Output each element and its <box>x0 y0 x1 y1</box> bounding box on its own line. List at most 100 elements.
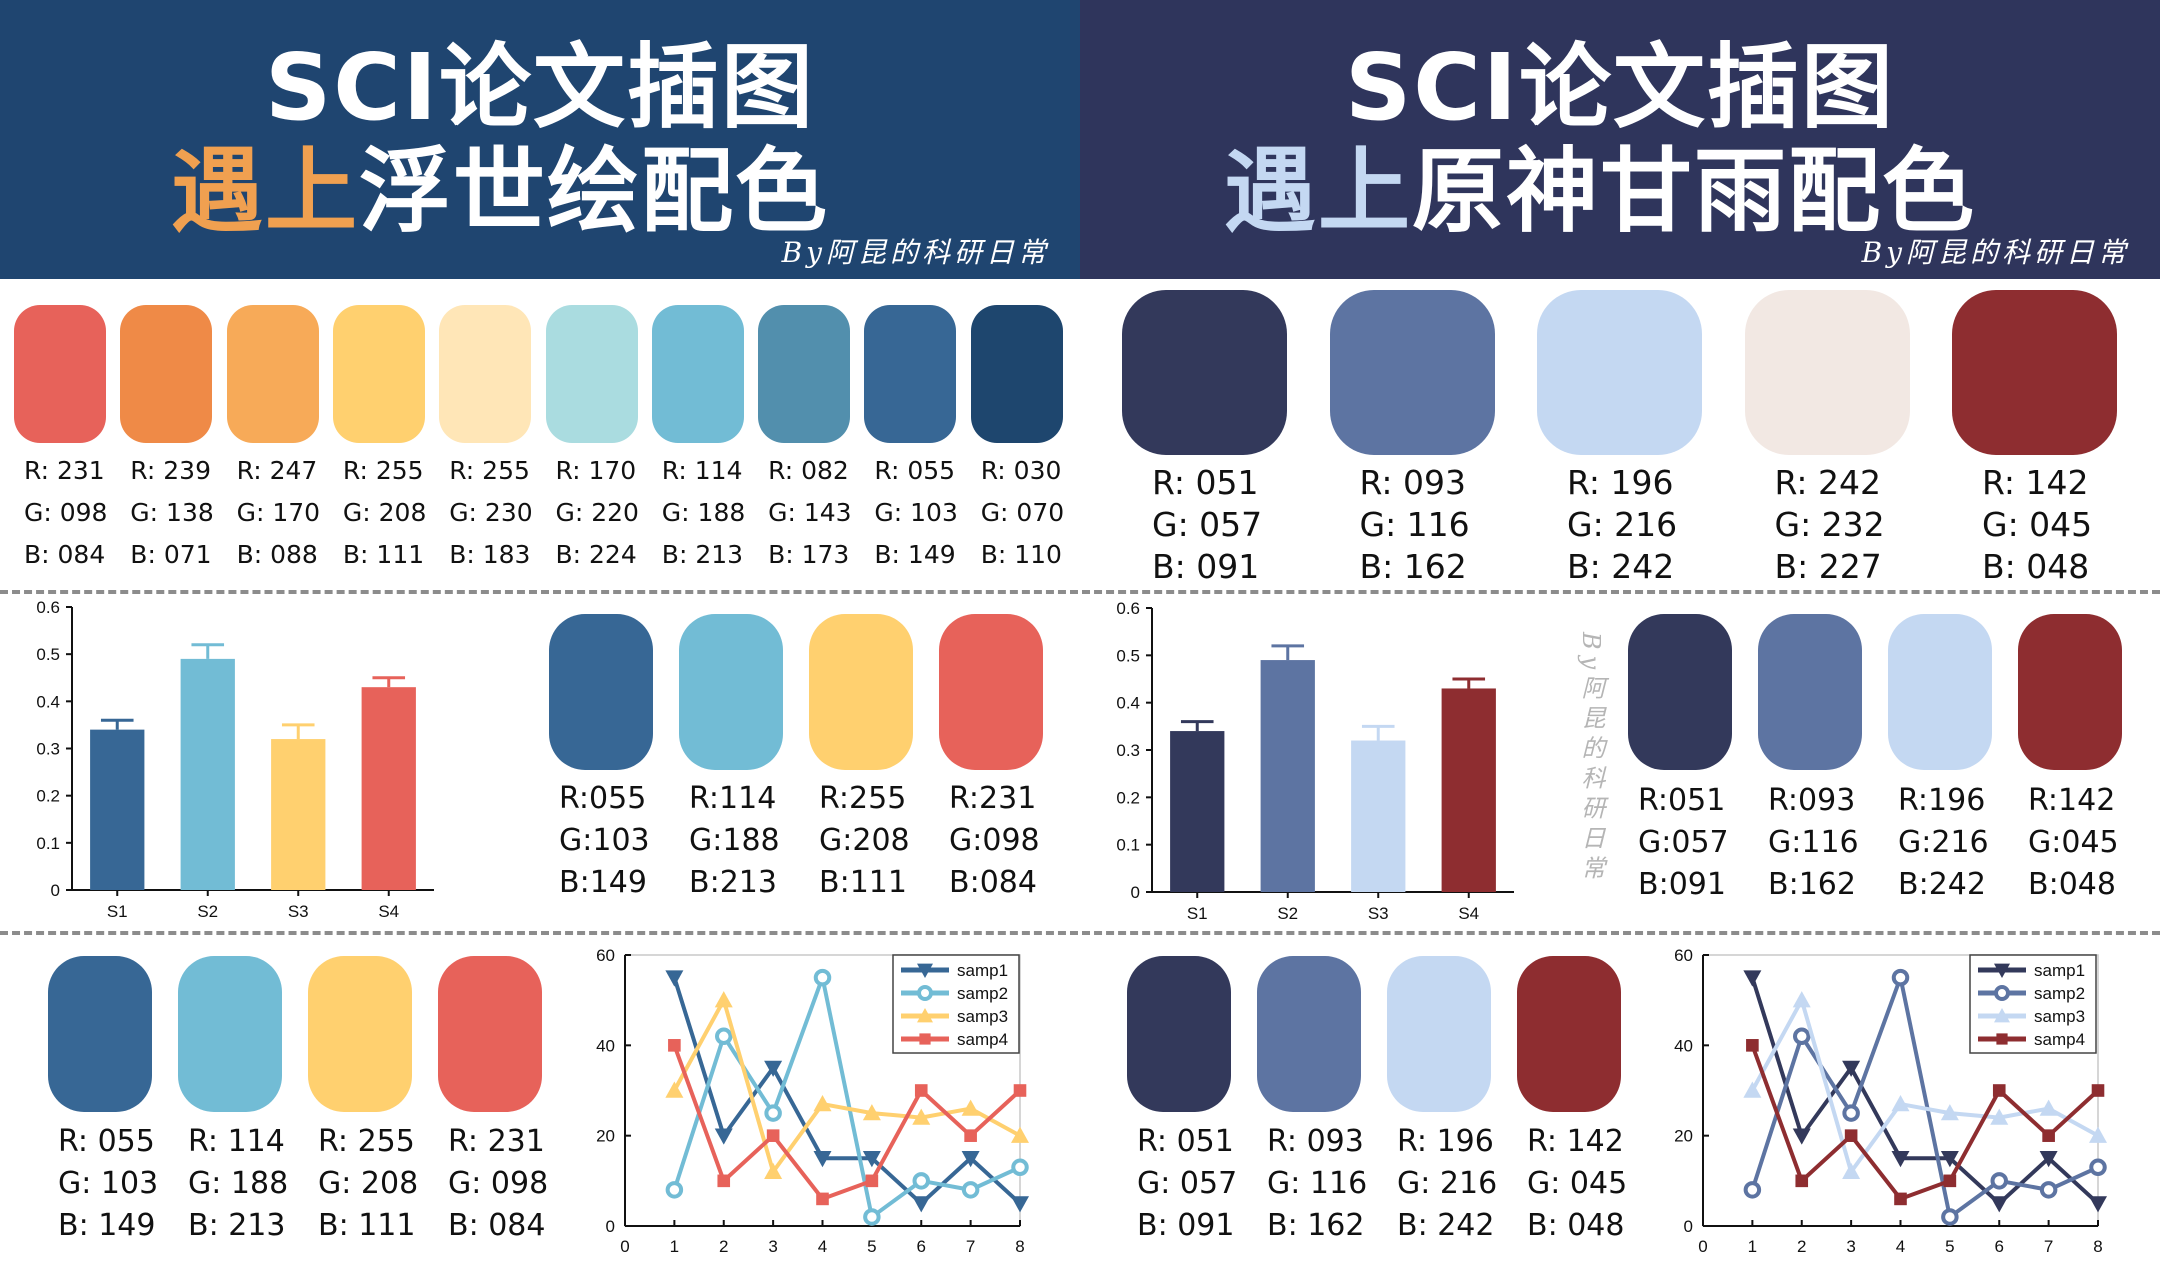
left-mid-swatch-3-b-value: B:111 <box>819 865 907 900</box>
left-top-swatch-1-r-value: R: 231 <box>24 456 105 485</box>
right-title-rest: 原神甘雨配色 <box>1412 138 1977 245</box>
vertical-signature: By阿昆的科研日常 <box>1577 632 1605 886</box>
left-top-swatch-5-r-value: R: 255 <box>449 456 530 485</box>
left-top-swatch-9-r-value: R: 055 <box>874 456 956 485</box>
right-top-swatch-3-b-value: B: 242 <box>1567 547 1675 586</box>
right-bottom-swatch-1-r-value: R: 051 <box>1137 1124 1234 1159</box>
right-top-swatch-2-g-value: G: 116 <box>1359 505 1470 544</box>
right-mid-swatch-4-b-value: B:048 <box>2028 867 2116 902</box>
right-mid-swatch-1 <box>1628 614 1732 770</box>
right-mid-swatch-3-b-value: B:242 <box>1898 867 1986 902</box>
right-top-swatch-4-r-value: R: 242 <box>1774 463 1882 502</box>
left-bottom-swatch-3-b-value: B: 111 <box>318 1208 416 1243</box>
left-bottom-swatch-1 <box>48 956 152 1112</box>
left-bottom-swatch-1-b-value: B: 149 <box>58 1208 156 1243</box>
right-top-swatch-5-g-value: G: 045 <box>1982 505 2093 544</box>
right-top-swatch-5-r-value: R: 142 <box>1982 463 2089 502</box>
left-top-swatch-9-b-value: B: 149 <box>874 540 956 569</box>
left-top-swatch-6 <box>545 305 638 443</box>
right-title-line1: SCI论文插图 <box>1344 34 1895 141</box>
left-signature: By阿昆的科研日常 <box>781 236 1050 269</box>
right-mid-swatch-4-g-value: G:045 <box>2028 825 2119 860</box>
right-bottom-swatch-3-b-value: B: 242 <box>1397 1208 1495 1243</box>
right-bottom-swatch-1 <box>1127 956 1231 1112</box>
right-top-swatch-5-b-value: B: 048 <box>1982 547 2090 586</box>
right-title-highlight: 遇上 <box>1223 138 1412 245</box>
left-top-swatch-5 <box>439 305 532 443</box>
left-title-rest: 浮世绘配色 <box>359 138 830 245</box>
left-top-swatch-4-r-value: R: 255 <box>342 456 424 485</box>
right-banner: SCI论文插图 遇上原神甘雨配色 By阿昆的科研日常 <box>1080 0 2160 279</box>
divider-bottom <box>0 931 2160 935</box>
right-top-swatch-5 <box>1952 290 2117 455</box>
left-top-swatch-9 <box>864 305 957 443</box>
right-mid-swatch-4-r-value: R:142 <box>2028 783 2116 818</box>
right-bottom-swatch-3-r-value: R: 196 <box>1397 1124 1494 1159</box>
right-top-swatch-4-g-value: G: 232 <box>1774 505 1885 544</box>
left-top-swatch-8-r-value: R: 082 <box>768 456 849 485</box>
left-top-swatch-7-r-value: R: 114 <box>661 456 743 485</box>
left-banner: SCI论文插图 遇上浮世绘配色 By阿昆的科研日常 <box>0 0 1080 279</box>
right-bottom-swatch-1-g-value: G: 057 <box>1137 1166 1238 1201</box>
right-mid-swatch-2-r-value: R:093 <box>1768 783 1856 818</box>
left-top-swatch-10-b-value: B: 110 <box>980 540 1062 569</box>
right-mid-swatch-3-r-value: R:196 <box>1898 783 1986 818</box>
left-top-swatch-4 <box>332 305 425 443</box>
right-top-swatch-1 <box>1122 290 1287 455</box>
left-top-swatch-7 <box>651 305 744 443</box>
left-top-swatch-5-b-value: B: 183 <box>449 540 531 569</box>
left-bottom-swatch-2-b-value: B: 213 <box>188 1208 286 1243</box>
right-top-swatch-2 <box>1329 290 1495 455</box>
right-signature: By阿昆的科研日常 <box>1861 236 2130 269</box>
right-top-swatch-3-g-value: G: 216 <box>1567 505 1678 544</box>
right-top-swatch-2-b-value: B: 162 <box>1359 547 1467 586</box>
right-top-swatch-1-r-value: R: 051 <box>1152 463 1259 502</box>
left-top-swatch-6-r-value: R: 170 <box>555 456 637 485</box>
left-top-swatch-10 <box>970 305 1063 443</box>
left-top-swatch-4-b-value: B: 111 <box>342 540 425 569</box>
right-bottom-swatch-2 <box>1257 956 1361 1112</box>
left-bottom-swatch-3-r-value: R: 255 <box>318 1124 415 1159</box>
right-top-swatch-1-g-value: G: 057 <box>1152 505 1263 544</box>
left-bottom-swatch-1-r-value: R: 055 <box>58 1124 155 1159</box>
left-mid-swatch-2-g-value: G:188 <box>689 823 780 858</box>
right-top-swatch-4 <box>1744 290 1910 455</box>
left-mid-swatch-3 <box>809 614 913 770</box>
right-bottom-swatch-3-g-value: G: 216 <box>1397 1166 1498 1201</box>
left-mid-swatch-1-g-value: G:103 <box>559 823 650 858</box>
left-top-swatch-3 <box>226 305 319 443</box>
left-top-swatch-8 <box>758 305 851 443</box>
left-top-swatch-2-g-value: G: 138 <box>130 498 214 527</box>
right-bottom-swatch-1-b-value: B: 091 <box>1137 1208 1235 1243</box>
left-top-swatch-3-r-value: R: 247 <box>236 456 318 485</box>
right-mid-swatch-1-r-value: R:051 <box>1638 783 1726 818</box>
left-mid-swatch-1 <box>549 614 653 770</box>
left-mid-swatch-4 <box>939 614 1043 770</box>
left-mid-swatch-3-r-value: R:255 <box>819 781 907 816</box>
left-title-line1: SCI论文插图 <box>264 34 815 141</box>
left-top-swatch-3-b-value: B: 088 <box>236 540 318 569</box>
left-top-swatch-6-g-value: G: 220 <box>555 498 639 527</box>
left-mid-swatch-2 <box>679 614 783 770</box>
left-top-swatch-8-g-value: G: 143 <box>768 498 852 527</box>
right-bottom-swatch-3 <box>1387 956 1491 1112</box>
right-top-swatch-2-r-value: R: 093 <box>1359 463 1467 502</box>
left-top-swatch-2 <box>120 305 213 443</box>
left-bottom-swatch-1-g-value: G: 103 <box>58 1166 159 1201</box>
left-mid-swatch-4-b-value: B:084 <box>949 865 1037 900</box>
left-mid-swatch-2-b-value: B:213 <box>689 865 777 900</box>
left-top-swatch-7-b-value: B: 213 <box>661 540 744 569</box>
left-mid-swatch-4-g-value: G:098 <box>949 823 1040 858</box>
left-top-swatch-6-b-value: B: 224 <box>555 540 637 569</box>
right-mid-swatch-2-g-value: G:116 <box>1768 825 1859 860</box>
left-bottom-swatch-2-r-value: R: 114 <box>188 1124 285 1159</box>
left-top-swatch-10-g-value: G: 070 <box>980 498 1065 527</box>
left-title-line2: 遇上浮世绘配色 <box>0 142 1040 242</box>
left-bottom-swatch-3-g-value: G: 208 <box>318 1166 419 1201</box>
right-mid-swatch-2 <box>1758 614 1862 770</box>
right-top-swatch-3 <box>1537 290 1702 455</box>
left-top-swatch-1 <box>14 305 106 443</box>
right-mid-swatch-1-b-value: B:091 <box>1638 867 1726 902</box>
right-mid-swatch-3 <box>1888 614 1992 770</box>
